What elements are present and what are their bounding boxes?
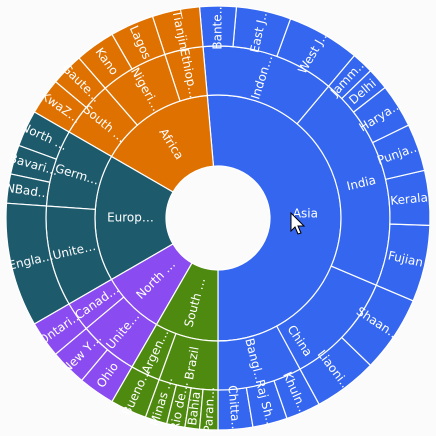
label-baden: NBad… — [5, 181, 51, 201]
segment-bangladesh[interactable] — [217, 325, 301, 391]
label-kerala: Kerala — [390, 190, 429, 208]
label-europe: Europ… — [107, 211, 154, 225]
label-india: India — [345, 173, 377, 193]
label-paran: Paran… — [201, 387, 217, 434]
label-bahia: Bahia — [185, 391, 203, 426]
label-chittagong: Chitta… — [225, 385, 243, 434]
label-asia: Asia — [293, 207, 318, 221]
label-brazil: Brazil — [182, 345, 202, 380]
label-banten: Bante… — [211, 2, 225, 49]
segment-paran[interactable] — [198, 388, 219, 431]
mouse-cursor-icon — [290, 211, 306, 235]
